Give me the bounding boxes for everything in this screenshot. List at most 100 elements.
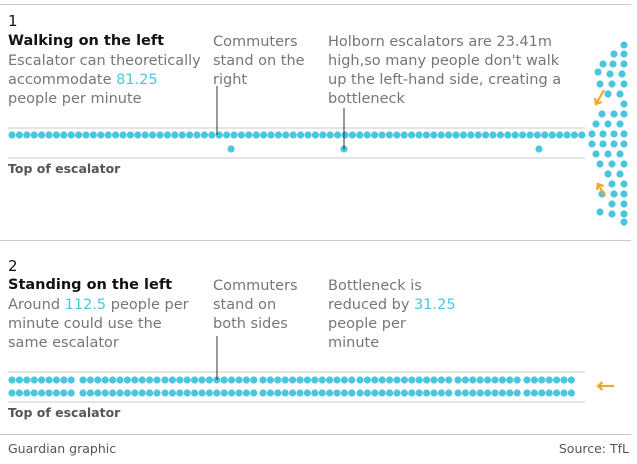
footer-credit: Guardian graphic [8, 441, 117, 456]
escalator1-left-lane-person [511, 131, 519, 139]
escalator1-left-lane-person [459, 131, 467, 139]
flow-arrow-section2 [596, 381, 614, 391]
escalator1-left-lane-person [289, 131, 297, 139]
escalator2-left-lane-person [289, 376, 297, 384]
crowd-person [620, 110, 628, 118]
escalator1-left-lane-person [526, 131, 534, 139]
escalator1-left-lane-person [193, 131, 201, 139]
escalator1-left-lane-person [267, 131, 275, 139]
escalator2-right-lane-person [567, 389, 576, 397]
escalator1-left-lane-person [126, 131, 134, 139]
section1-top-label: Top of escalator [8, 161, 121, 176]
escalator1-left-lane-person [97, 131, 105, 139]
section2-intro-value: 112.5 [64, 297, 107, 313]
escalator1-left-lane-person [52, 131, 61, 139]
escalator1-left-lane-person [393, 131, 401, 139]
escalator2-right-lane-person [205, 389, 213, 397]
escalator1-left-lane-person [437, 131, 445, 139]
escalator1-left-lane-person [141, 131, 149, 139]
escalator1-left-lane-person [82, 131, 90, 139]
escalator1-left-lane-person [452, 131, 460, 139]
escalator1-left-lane-person [533, 131, 542, 139]
crowd-person [620, 50, 628, 58]
escalator2-right-lane-person [530, 389, 539, 397]
escalator2-right-lane-person [423, 389, 431, 397]
crowd-person [596, 160, 604, 168]
escalator2-left-lane-person [454, 376, 462, 384]
escalator2-left-lane-person [52, 376, 61, 384]
escalator1-left-lane-person [67, 131, 75, 139]
escalator1-right-lane-person [535, 145, 543, 153]
escalator1-left-lane-person [186, 131, 194, 139]
escalator2-left-lane-person [146, 376, 154, 384]
crowd-person [620, 130, 628, 138]
escalator2-left-lane-person [123, 376, 131, 384]
escalator1-left-lane-person [223, 131, 231, 139]
escalator1-left-lane-person [245, 131, 253, 139]
escalator2-left-lane-person [333, 376, 341, 384]
escalator2-left-lane-person [281, 376, 289, 384]
escalator1-left-lane-person [474, 131, 482, 139]
escalator2-left-lane-person [423, 376, 431, 384]
escalator2-left-lane-person [400, 376, 408, 384]
escalator1-left-lane-person [400, 131, 408, 139]
escalator2-left-lane-person [138, 376, 146, 384]
escalator2-right-lane-person [228, 389, 236, 397]
escalator1-left-lane-person [319, 131, 327, 139]
flow-arrow-top [593, 89, 605, 106]
escalator2-left-lane-person [235, 376, 243, 384]
escalator2-right-lane-person [363, 389, 371, 397]
escalator1-left-lane-person [563, 131, 571, 139]
escalator2-right-lane-person [393, 389, 401, 397]
crowd-person [609, 60, 617, 68]
escalator2-left-lane-person [491, 376, 499, 384]
escalator2-right-lane-person [138, 389, 146, 397]
escalator1-left-lane-person [348, 131, 356, 139]
escalator2-right-lane-person [86, 389, 94, 397]
crowd-person [610, 130, 618, 138]
escalator2-right-lane-person [415, 389, 423, 397]
crowd-person [599, 60, 607, 68]
section1-intro-pre: Escalator can theoretically accommodate [8, 53, 201, 88]
escalator2-right-lane-person [400, 389, 408, 397]
escalator2-left-lane-person [259, 376, 267, 384]
escalator1-left-lane-person [89, 131, 97, 139]
escalator1-left-lane-person [482, 131, 490, 139]
section1-intro-value: 81.25 [116, 72, 158, 88]
escalator1-left-lane-person [548, 131, 556, 139]
section1-intro-post: people per minute [8, 91, 142, 107]
escalator2-right-lane-person [326, 389, 334, 397]
escalator2-right-lane-person [437, 389, 445, 397]
escalator1-left-lane-person [496, 131, 504, 139]
escalator2-right-lane-person [52, 389, 61, 397]
escalator2-right-lane-person [220, 389, 228, 397]
escalator1-left-lane-person [200, 131, 208, 139]
escalator2-right-lane-person [15, 389, 23, 397]
escalator2-right-lane-person [289, 389, 297, 397]
section-divider [0, 240, 631, 241]
crowd-person [606, 70, 614, 78]
section2-intro: Around 112.5 people per minute could use… [8, 296, 193, 353]
escalator1-left-lane-person [208, 131, 216, 139]
escalator1-left-lane-person [134, 131, 142, 139]
escalator2-right-lane-person [311, 389, 319, 397]
crowd-person [596, 80, 604, 88]
crowd-person [610, 50, 618, 58]
escalator2-left-lane-person [274, 376, 282, 384]
crowd-person [592, 150, 600, 158]
escalator2-left-lane-person [318, 376, 326, 384]
escalator2-left-lane-person [198, 376, 206, 384]
crowd-person [620, 210, 628, 218]
escalator2-right-lane-person [491, 389, 499, 397]
escalator2-right-lane-person [318, 389, 326, 397]
escalator2-right-lane-person [146, 389, 154, 397]
escalator1-left-lane-person [297, 131, 305, 139]
escalator1-left-lane-person [60, 131, 68, 139]
escalator2-left-lane-person [8, 376, 16, 384]
escalator2-left-lane-person [567, 376, 576, 384]
escalator2-right-lane-person [168, 389, 176, 397]
escalator1-left-lane-person [104, 131, 112, 139]
escalator2-right-lane-person [545, 389, 553, 397]
escalator1-left-lane-person [541, 131, 549, 139]
